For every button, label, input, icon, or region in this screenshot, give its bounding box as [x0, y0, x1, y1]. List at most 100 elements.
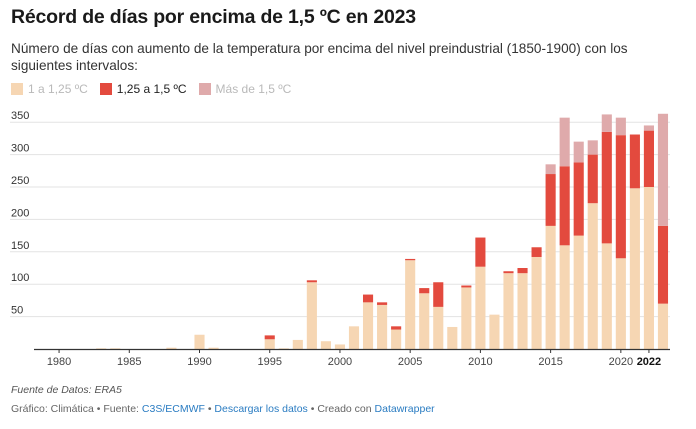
- stacked-bar-chart: 50 100 150 200 250 300 350 1980 1985 1990 1995 2000…: [10, 110, 670, 368]
- bar-2008-series-0: [447, 326, 458, 349]
- credit-prefix: Gráfico: Climática • Fuente:: [11, 403, 139, 415]
- x-tick-label: 2020: [609, 356, 633, 368]
- bar-1984-series-0: [110, 348, 121, 350]
- bar-2017-series-2: [573, 141, 584, 163]
- bar-2017-series-1: [573, 162, 584, 236]
- bar-2016-series-2: [559, 117, 570, 167]
- bar-2009-series-1: [461, 285, 472, 288]
- bar-2019-series-2: [601, 114, 612, 132]
- x-tick-label: 2022: [637, 356, 661, 368]
- x-tick-label: 1980: [47, 356, 71, 368]
- download-data-link[interactable]: Descargar los datos: [214, 403, 308, 415]
- x-tick-label: 1990: [187, 356, 211, 368]
- bars: [96, 113, 669, 350]
- bar-2009-series-0: [461, 287, 472, 349]
- bar-2000-series-0: [334, 344, 346, 349]
- bar-1991-series-0: [208, 347, 219, 349]
- legend: 1 a 1,25 ºC 1,25 a 1,5 ºC Más de 1,5 ºC: [11, 80, 303, 98]
- bar-2006-series-1: [419, 288, 430, 294]
- bar-2023-series-1: [657, 225, 669, 304]
- bar-2013-series-1: [517, 268, 528, 274]
- bar-2006-series-0: [419, 293, 430, 349]
- bar-2021-series-1: [629, 134, 640, 189]
- legend-label-1.25-1.5: 1,25 a 1,5 ºC: [116, 82, 187, 96]
- x-tick-label: 2015: [538, 356, 562, 368]
- bar-2012-series-0: [503, 273, 514, 349]
- bar-2002-series-0: [362, 302, 374, 349]
- legend-swatch-over-1.5: [198, 83, 211, 95]
- bar-1983-series-0: [96, 348, 107, 350]
- bar-1996-series-0: [278, 348, 289, 350]
- axes: 50 100 150 200 250 300 350 1980 1985 1990 1995 2000…: [11, 110, 670, 368]
- bar-2015-series-1: [545, 174, 556, 226]
- bar-2007-series-1: [433, 282, 444, 307]
- bar-2020-series-2: [615, 117, 626, 136]
- bar-2019-series-1: [601, 131, 612, 244]
- bar-2011-series-0: [489, 314, 500, 349]
- bar-2019-series-0: [601, 243, 612, 349]
- x-tick-label: 2000: [328, 356, 352, 368]
- y-tick-label: 250: [11, 175, 29, 187]
- bar-2004-series-1: [391, 326, 402, 330]
- bar-2022-series-2: [643, 125, 654, 131]
- bar-2010-series-1: [475, 237, 486, 267]
- bar-1997-series-0: [292, 339, 303, 349]
- datawrapper-link[interactable]: Datawrapper: [374, 403, 435, 415]
- bar-1995-series-0: [264, 339, 275, 349]
- bar-2002-series-1: [362, 294, 374, 303]
- bar-2018-series-0: [587, 203, 598, 349]
- bar-1988-series-0: [166, 347, 177, 349]
- x-tick-label: 2005: [398, 356, 422, 368]
- bar-2015-series-0: [545, 225, 556, 349]
- y-tick-label: 300: [11, 143, 29, 155]
- bar-2015-series-2: [545, 164, 556, 175]
- x-tick-label: 1995: [257, 356, 281, 368]
- y-tick-label: 350: [11, 110, 29, 122]
- bar-2016-series-1: [559, 166, 570, 246]
- bar-2020-series-1: [615, 135, 626, 259]
- bar-1995-series-1: [264, 335, 275, 340]
- bar-1998-series-0: [306, 282, 317, 349]
- bar-2012-series-1: [503, 271, 514, 274]
- legend-swatch-1-1.25: [11, 83, 23, 95]
- bar-2005-series-0: [405, 260, 416, 349]
- bar-2016-series-0: [559, 245, 570, 349]
- bar-2014-series-0: [531, 256, 542, 349]
- y-tick-label: 150: [11, 240, 29, 252]
- x-tick-label: 2010: [468, 356, 492, 368]
- source-link[interactable]: C3S/ECMWF: [141, 403, 205, 415]
- chart-subtitle: Número de días con aumento de la tempera…: [11, 41, 628, 73]
- created-with-text: • Creado con: [310, 403, 372, 415]
- bar-1990-series-0: [194, 334, 205, 349]
- chart-title: Récord de días por encima de 1,5 ºC en 2…: [11, 6, 416, 28]
- bar-2023-series-2: [657, 113, 669, 226]
- bar-2020-series-0: [615, 258, 626, 349]
- y-tick-label: 100: [11, 272, 29, 284]
- bar-2022-series-0: [643, 187, 654, 349]
- bar-2014-series-1: [531, 247, 542, 257]
- x-tick-label: 1985: [117, 356, 141, 368]
- legend-item-1.25-1.5: 1,25 a 1,5 ºC: [99, 82, 187, 96]
- grid-lines: [10, 121, 670, 318]
- legend-label-over-1.5: Más de 1,5 ºC: [215, 82, 292, 96]
- y-tick-label: 200: [11, 207, 29, 219]
- bar-1999-series-0: [320, 341, 331, 349]
- bar-2003-series-0: [377, 304, 388, 349]
- bar-2018-series-2: [587, 140, 598, 155]
- legend-label-1-1.25: 1 a 1,25 ºC: [28, 82, 88, 96]
- bar-2013-series-0: [517, 273, 528, 349]
- bar-2017-series-0: [573, 235, 584, 349]
- footer-credits: Gráfico: Climática • Fuente: C3S/ECMWF •…: [11, 403, 435, 415]
- bar-2005-series-1: [405, 258, 416, 261]
- source-note: Fuente de Datos: ERA5: [11, 384, 122, 396]
- bar-2004-series-0: [391, 329, 402, 349]
- bar-2022-series-1: [643, 130, 654, 187]
- bar-2010-series-0: [475, 266, 486, 349]
- bar-1998-series-1: [306, 280, 317, 283]
- bar-2007-series-0: [433, 306, 444, 349]
- bar-2001-series-0: [348, 326, 360, 349]
- bar-2021-series-0: [629, 188, 640, 349]
- y-tick-label: 50: [11, 305, 23, 317]
- credit-separator: •: [207, 403, 212, 415]
- bar-2023-series-0: [657, 303, 669, 349]
